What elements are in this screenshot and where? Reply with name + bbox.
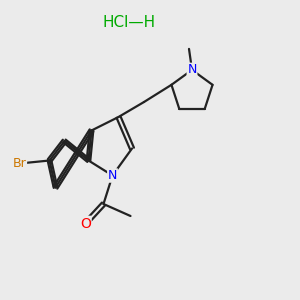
Text: N: N: [108, 169, 117, 182]
Text: HCl—H: HCl—H: [102, 15, 156, 30]
Text: O: O: [80, 217, 91, 230]
Text: Br: Br: [13, 157, 26, 170]
Text: N: N: [187, 63, 197, 76]
